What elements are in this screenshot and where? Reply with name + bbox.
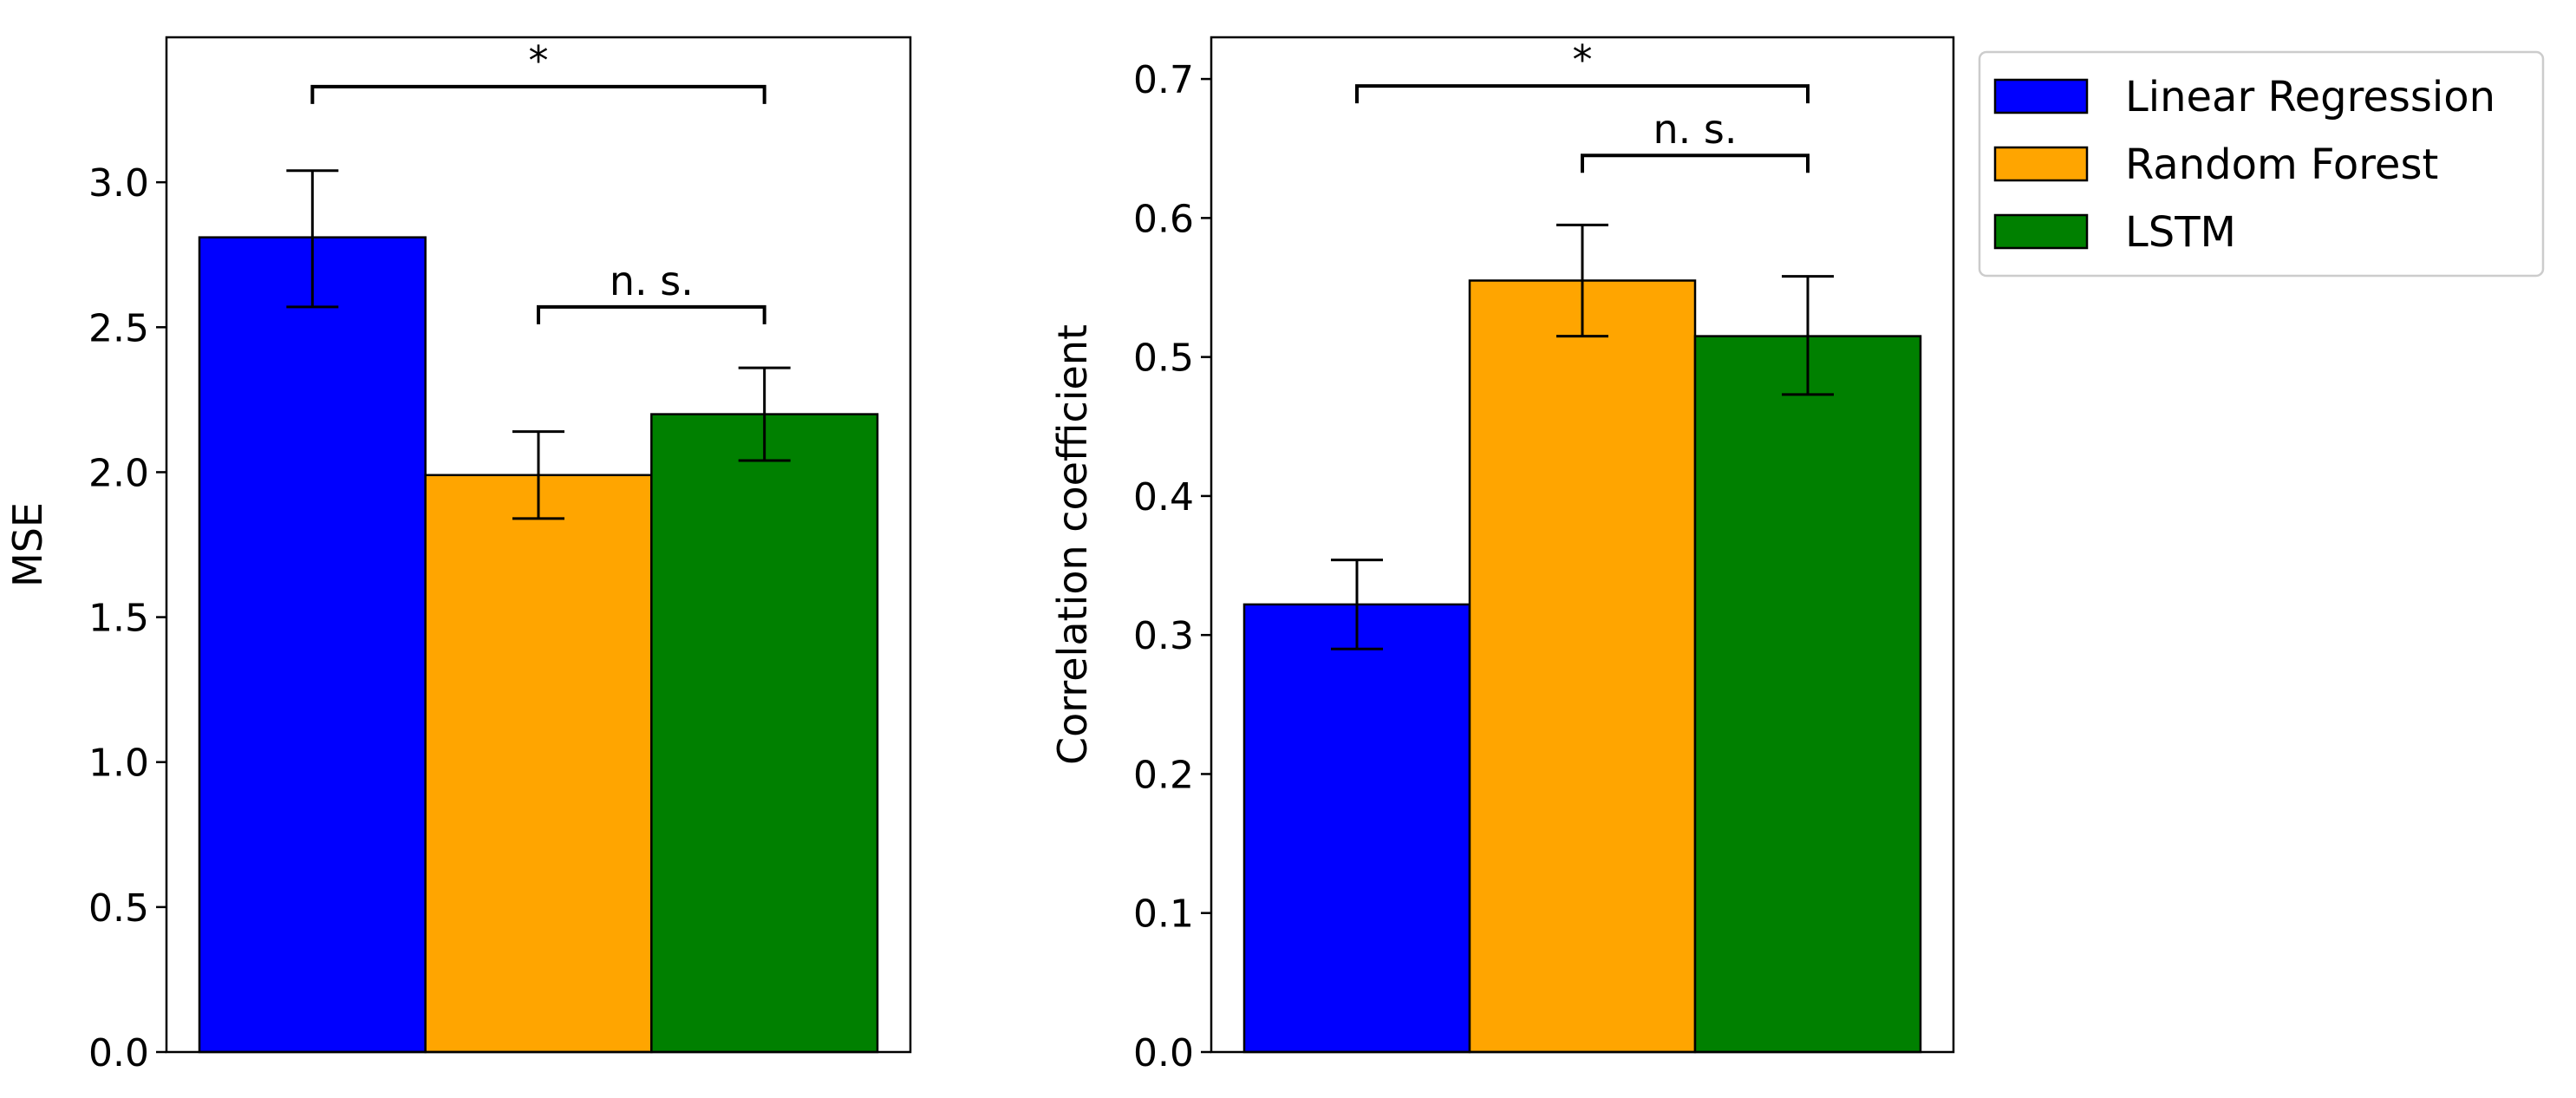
significance-label: * <box>1573 36 1593 83</box>
legend-label: Linear Regression <box>2125 73 2495 121</box>
significance-label: * <box>529 37 549 84</box>
legend-swatch <box>1993 78 2089 114</box>
significance-bracket: n. s. <box>537 258 766 324</box>
significance-bracket: n. s. <box>1581 106 1810 173</box>
y-tick-label: 0.3 <box>1133 614 1194 658</box>
y-tick-label: 2.0 <box>88 451 149 495</box>
bar-linear-regression <box>1242 603 1471 1054</box>
bracket-line <box>1355 84 1810 104</box>
y-axis-label: Correlation coefficient <box>1049 324 1096 765</box>
bracket-line <box>310 84 766 104</box>
y-axis-label: MSE <box>4 502 51 587</box>
legend-label: Random Forest <box>2125 141 2438 189</box>
y-tick-label: 0.5 <box>1133 337 1194 381</box>
bar-lstm <box>1693 335 1922 1054</box>
panel-corr: * n. s. 0.0 0.1 0.2 0.3 0.4 0.5 0.6 0.7 Correlatio… <box>1049 36 1955 1075</box>
panel-mse: * n. s. 0.0 0.5 1.0 1.5 2.0 2.5 3.0 MSE <box>4 36 912 1075</box>
bar-random-forest <box>424 474 653 1054</box>
y-tick-label: 1.5 <box>88 597 149 641</box>
bracket-line <box>1581 154 1810 173</box>
axes-frame <box>1210 36 1955 1054</box>
y-tick-label: 3.0 <box>88 161 149 206</box>
y-tick-label: 0.0 <box>88 1031 149 1075</box>
y-tick-label: 0.6 <box>1133 197 1194 241</box>
y-tick-label: 0.4 <box>1133 475 1194 520</box>
legend-entry-lstm: LSTM <box>1993 208 2236 257</box>
y-tick-label: 0.2 <box>1133 753 1194 797</box>
significance-bracket: * <box>310 37 766 104</box>
error-bar <box>738 366 791 462</box>
error-bar <box>286 169 339 309</box>
significance-bracket: * <box>1355 36 1810 104</box>
y-tick-label: 0.0 <box>1133 1031 1194 1075</box>
significance-label: n. s. <box>1653 106 1738 153</box>
y-tick-label: 0.1 <box>1133 892 1194 937</box>
y-tick-label: 2.5 <box>88 306 149 350</box>
y-tick-label: 0.5 <box>88 886 149 931</box>
y-tick-label: 1.0 <box>88 742 149 786</box>
legend-entry-random-forest: Random Forest <box>1993 141 2438 189</box>
error-bar <box>1331 559 1383 650</box>
bracket-line <box>537 304 766 324</box>
legend-label: LSTM <box>2125 208 2236 257</box>
legend-entry-linear-regression: Linear Regression <box>1993 73 2495 121</box>
bar-lstm <box>650 413 879 1054</box>
legend: Linear Regression Random Forest LSTM <box>1978 50 2545 278</box>
error-bar <box>1782 275 1834 396</box>
significance-label: n. s. <box>610 258 694 304</box>
legend-swatch <box>1993 213 2089 250</box>
axes-frame <box>165 36 912 1054</box>
bar-linear-regression <box>198 236 427 1054</box>
bar-random-forest <box>1468 279 1697 1054</box>
y-tick-label: 0.7 <box>1133 58 1194 102</box>
legend-frame <box>1978 50 2545 278</box>
error-bar <box>1556 223 1608 338</box>
error-bar <box>512 430 564 520</box>
legend-swatch <box>1993 146 2089 182</box>
